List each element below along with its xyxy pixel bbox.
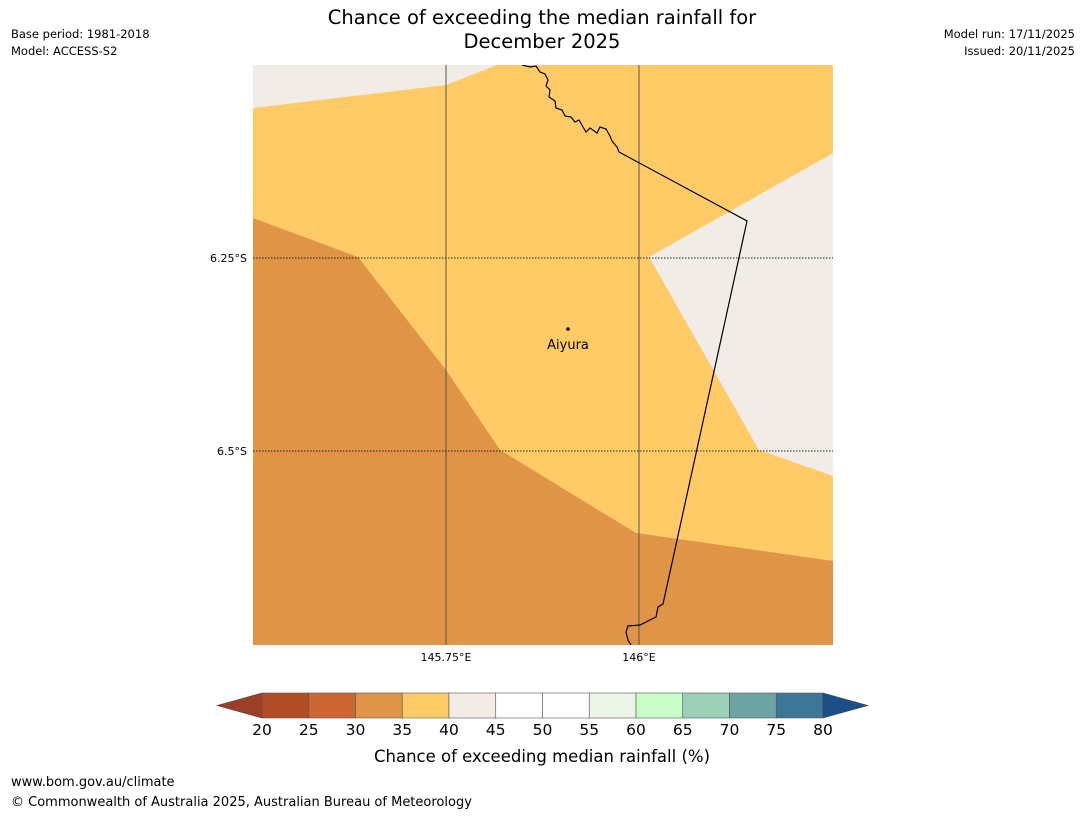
colorbar-tick-label: 45 xyxy=(486,721,506,739)
colorbar-segment xyxy=(682,692,730,719)
colorbar-title: Chance of exceeding median rainfall (%) xyxy=(374,747,710,766)
colorbar-tick-label: 35 xyxy=(392,721,412,739)
lat-label: 6.25°S xyxy=(210,252,247,265)
colorbar-segment xyxy=(401,692,450,719)
colorbar-segment xyxy=(542,692,590,719)
footer-url: www.bom.gov.au/climate xyxy=(11,775,175,790)
colorbar-tick-label: 80 xyxy=(813,721,833,739)
colorbar-tick-label: 75 xyxy=(766,721,786,739)
colorbar-tick-label: 55 xyxy=(579,721,599,739)
lon-label: 146°E xyxy=(622,651,655,664)
colorbar-under-arrow xyxy=(215,692,263,719)
colorbar-segment xyxy=(635,692,684,719)
footer-copyright: © Commonwealth of Australia 2025, Austra… xyxy=(11,795,472,810)
colorbar-tick-label: 70 xyxy=(720,721,740,739)
region-30-35 xyxy=(253,218,833,645)
model-run-text: Model run: 17/11/2025 xyxy=(943,27,1075,41)
colorbar-segment xyxy=(495,692,543,719)
map-title: Chance of exceeding the median rainfall … xyxy=(242,6,842,54)
colorbar-segment xyxy=(588,692,637,719)
town-marker xyxy=(566,327,570,331)
colorbar-segment xyxy=(448,692,497,719)
lat-label: 6.5°S xyxy=(217,445,247,458)
colorbar: 20 25 30 35 40 45 50 55 60 65 70 75 80 Chance of exc… xyxy=(215,692,870,766)
colorbar-tick-label: 50 xyxy=(533,721,553,739)
colorbar-segment xyxy=(729,692,777,719)
model-text: Model: ACCESS-S2 xyxy=(11,44,118,58)
town-label: Aiyura xyxy=(547,338,589,353)
colorbar-tick-label: 65 xyxy=(673,721,693,739)
colorbar-segment xyxy=(261,692,310,719)
colorbar-tick-label: 25 xyxy=(299,721,319,739)
issued-text: Issued: 20/11/2025 xyxy=(964,44,1075,58)
colorbar-tick-label: 40 xyxy=(439,721,459,739)
lon-label: 145.75°E xyxy=(421,651,472,664)
colorbar-tick-label: 60 xyxy=(626,721,646,739)
colorbar-ticks: 20 25 30 35 40 45 50 55 60 65 70 75 80 xyxy=(252,721,833,739)
meta-right: Model run: 17/11/2025 Issued: 20/11/2025 xyxy=(944,26,1075,60)
colorbar-tick-label: 30 xyxy=(346,721,366,739)
map-title-line1: Chance of exceeding the median rainfall … xyxy=(327,6,757,29)
colorbar-segment xyxy=(355,692,403,719)
colorbar-segment xyxy=(775,692,824,719)
base-period-text: Base period: 1981-2018 xyxy=(11,27,150,41)
meta-left: Base period: 1981-2018 Model: ACCESS-S2 xyxy=(11,26,150,60)
colorbar-over-arrow xyxy=(822,692,870,719)
province-border xyxy=(521,65,748,645)
colorbar-tick-label: 20 xyxy=(252,721,272,739)
colorbar-segment xyxy=(308,692,356,719)
colorbar-segments xyxy=(261,692,824,719)
map-area xyxy=(253,65,833,645)
map-title-line2: December 2025 xyxy=(463,30,621,53)
